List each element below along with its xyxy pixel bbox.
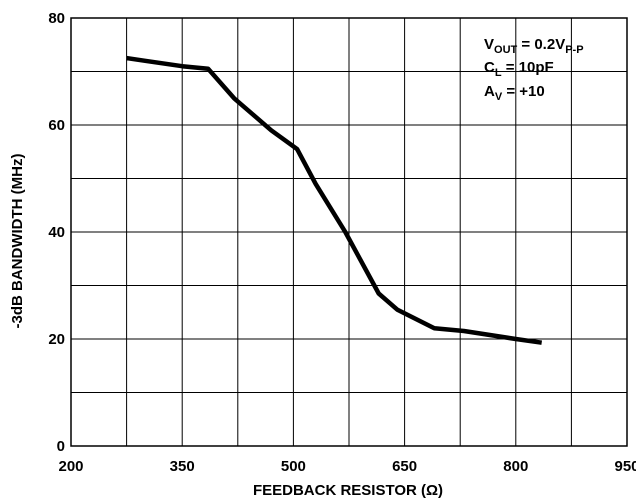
y-tick-label: 80: [48, 10, 65, 27]
annotation-av: AV = +10: [484, 83, 545, 103]
y-tick-label: 60: [48, 117, 65, 134]
series-group: [126, 55, 543, 345]
annotation-cl: CL = 10pF: [484, 59, 554, 79]
x-tick-label: 500: [281, 458, 306, 475]
x-tick-label: 650: [392, 458, 417, 475]
series-line: [126, 55, 543, 345]
grid-lines: [71, 18, 627, 446]
y-tick-label: 40: [48, 224, 65, 241]
y-axis-title: -3dB BANDWIDTH (MHz): [9, 154, 26, 329]
x-tick-labels: 200 350 500 650 800 950: [58, 458, 636, 475]
y-tick-label: 20: [48, 331, 65, 348]
x-tick-label: 950: [614, 458, 636, 475]
annotation-box: VOUT = 0.2VP-P CL = 10pF AV = +10: [484, 36, 584, 103]
x-tick-label: 350: [170, 458, 195, 475]
y-tick-labels: 0 20 40 60 80: [48, 10, 65, 455]
x-tick-label: 200: [58, 458, 83, 475]
x-axis-title: FEEDBACK RESISTOR (Ω): [253, 482, 443, 499]
x-tick-label: 800: [503, 458, 528, 475]
y-tick-label: 0: [57, 438, 65, 455]
annotation-vout: VOUT = 0.2VP-P: [484, 36, 584, 56]
plot-frame: [70, 17, 628, 447]
